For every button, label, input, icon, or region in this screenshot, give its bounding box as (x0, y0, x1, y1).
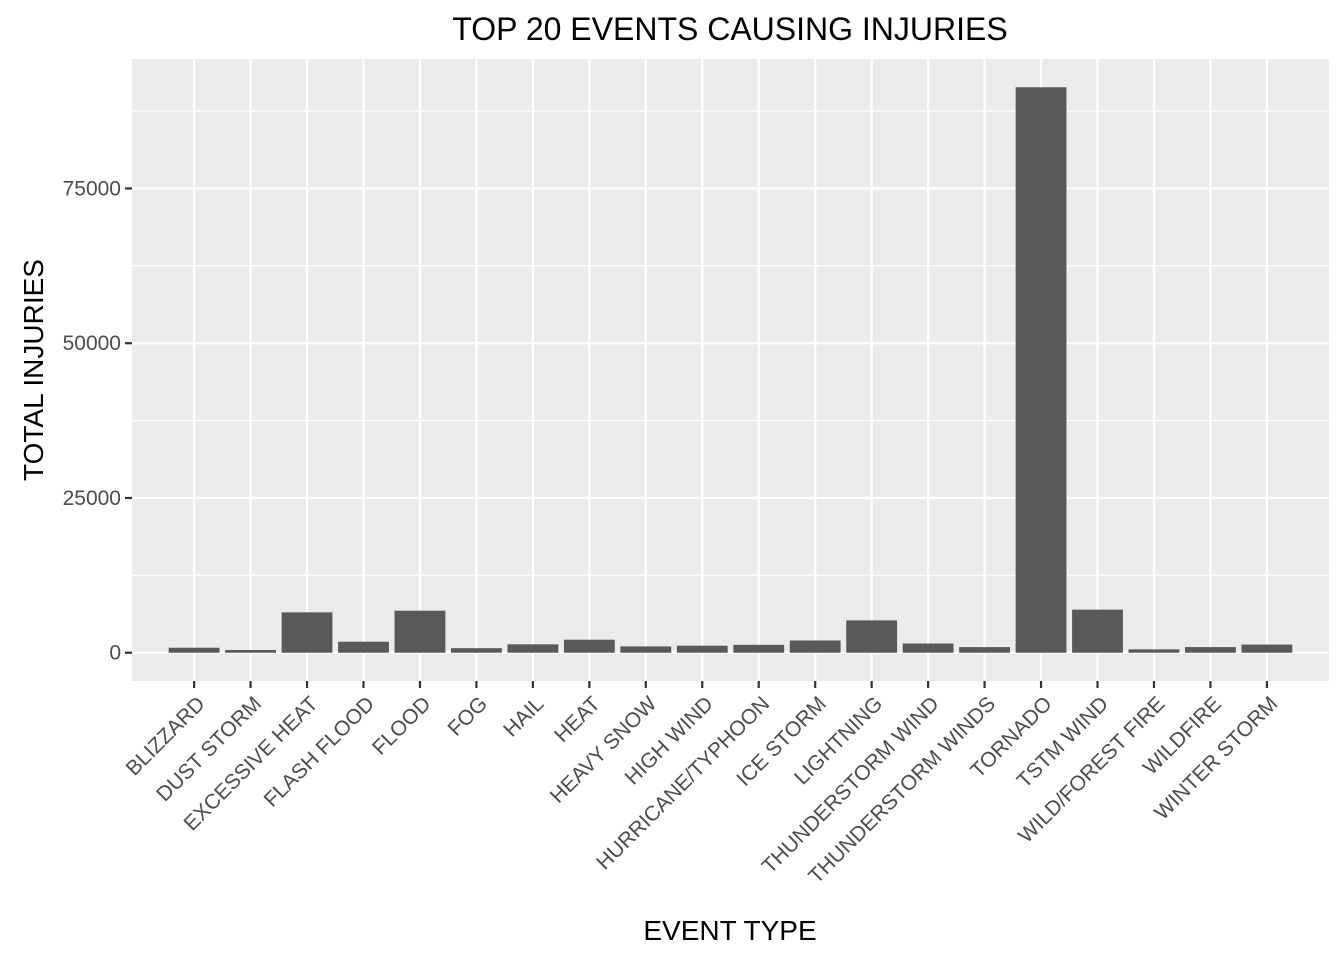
bar (789, 640, 841, 653)
x-axis-title: EVENT TYPE (643, 915, 816, 946)
bar (507, 644, 559, 653)
bar (902, 643, 954, 653)
bar (168, 647, 220, 653)
bar (1185, 647, 1236, 653)
bar (281, 612, 333, 653)
grid-major (132, 59, 1329, 681)
y-axis-ticks: 0 25000 50000 75000 (63, 177, 132, 665)
y-tick-label: 75000 (63, 177, 121, 200)
grid-minor (132, 110, 1329, 576)
panel-background (132, 59, 1329, 681)
y-tick-label: 25000 (63, 487, 121, 510)
bar (733, 644, 785, 653)
bar (676, 645, 728, 653)
bar (563, 639, 615, 653)
x-tick-label: FLOOD (368, 692, 435, 759)
bars (168, 87, 1293, 653)
bar (1015, 87, 1067, 653)
x-tick-label: HEAT (550, 692, 605, 747)
bar (959, 647, 1010, 653)
bar (394, 610, 446, 653)
bar (338, 641, 389, 653)
y-tick-label: 0 (109, 642, 121, 665)
x-tick-label: FOG (444, 692, 492, 740)
chart-title: TOP 20 EVENTS CAUSING INJURIES (452, 11, 1007, 47)
bar (846, 620, 898, 653)
y-tick-label: 50000 (63, 332, 121, 355)
y-axis-title: TOTAL INJURIES (18, 259, 49, 481)
bar (1072, 609, 1123, 653)
bar (1128, 649, 1180, 653)
bar (1241, 644, 1293, 653)
bar (620, 646, 672, 653)
x-tick-label: HAIL (499, 692, 548, 741)
bar (225, 650, 276, 653)
bar (451, 648, 502, 653)
